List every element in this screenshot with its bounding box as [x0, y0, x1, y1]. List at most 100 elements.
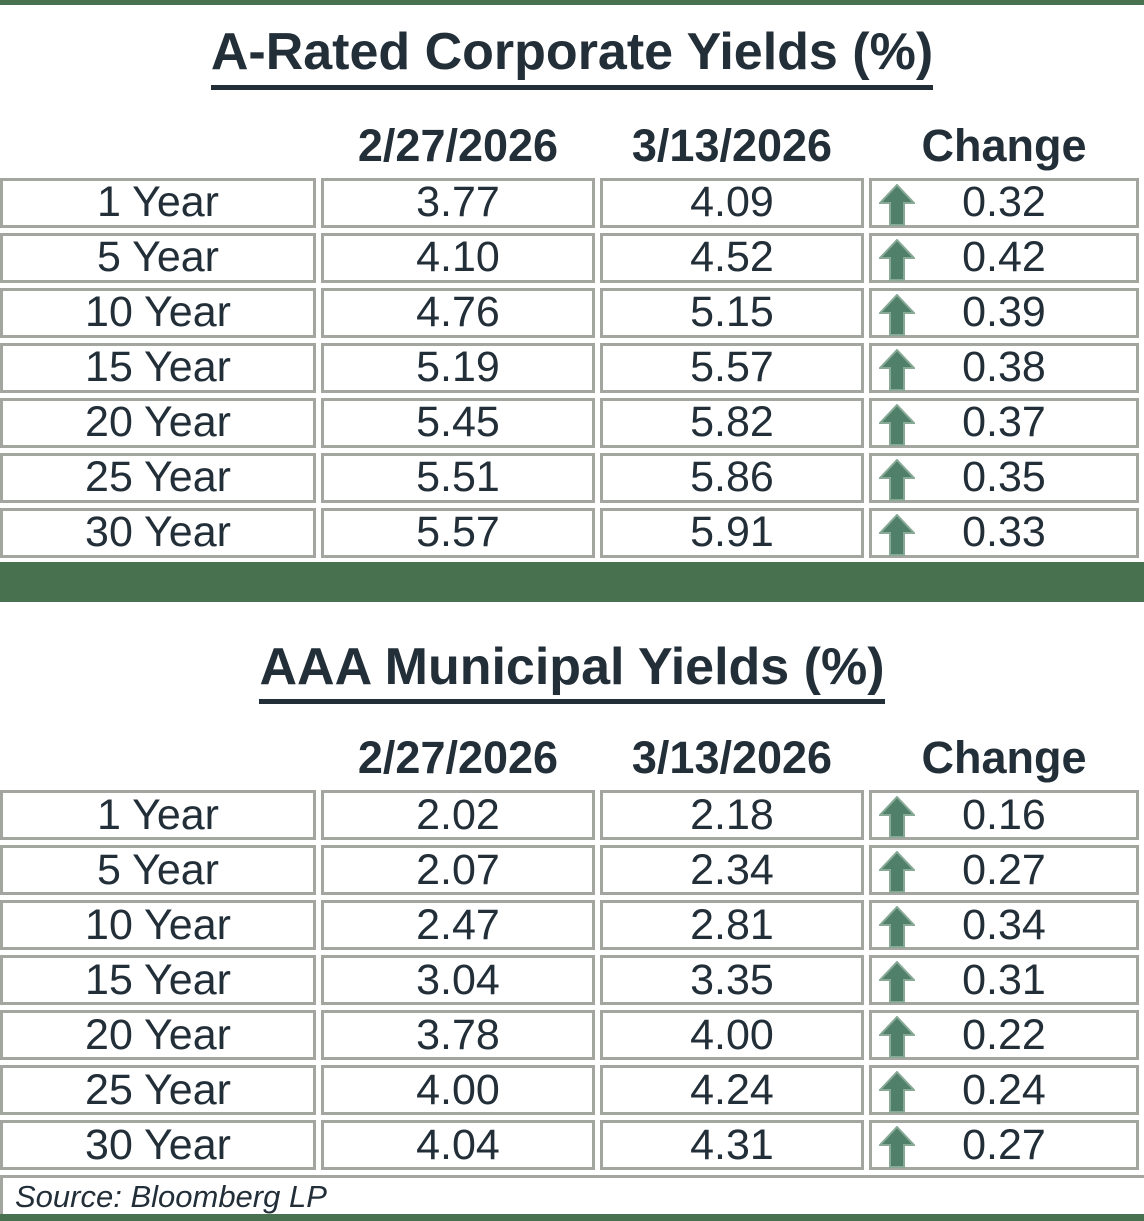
column-headers: 2/27/2026 3/13/2026 Change — [0, 732, 1139, 784]
yield-curr: 5.91 — [600, 507, 864, 558]
change-value: 0.31 — [962, 955, 1046, 1004]
table-title-text: AAA Municipal Yields (%) — [259, 639, 885, 705]
yield-curr: 5.82 — [600, 397, 864, 448]
change-cell: 0.34 — [869, 900, 1139, 951]
change-cell: 0.42 — [869, 232, 1139, 283]
change-value: 0.38 — [962, 343, 1046, 392]
table-title: A-Rated Corporate Yields (%) — [0, 25, 1144, 90]
change-cell: 0.37 — [869, 397, 1139, 448]
maturity-label: 10 Year — [0, 900, 316, 951]
table-title: AAA Municipal Yields (%) — [0, 639, 1144, 705]
up-arrow-icon — [879, 348, 915, 391]
change-cell: 0.24 — [869, 1065, 1139, 1116]
change-cell: 0.32 — [869, 177, 1139, 228]
yield-curr: 3.35 — [600, 955, 864, 1006]
change-value: 0.24 — [962, 1065, 1046, 1114]
change-cell: 0.27 — [869, 1120, 1139, 1171]
maturity-label: 15 Year — [0, 955, 316, 1006]
yield-prev: 4.10 — [321, 232, 595, 283]
bottom-accent-bar — [0, 1214, 1144, 1221]
change-value: 0.34 — [962, 900, 1046, 949]
section-divider-bar — [0, 561, 1144, 602]
change-cell: 0.31 — [869, 955, 1139, 1006]
yield-curr: 4.52 — [600, 232, 864, 283]
change-value: 0.27 — [962, 1120, 1046, 1169]
yield-prev: 5.19 — [321, 342, 595, 393]
top-accent-bar — [0, 0, 1144, 5]
header-date-prev: 2/27/2026 — [357, 119, 559, 171]
up-arrow-icon — [879, 183, 915, 226]
yield-prev: 2.02 — [321, 790, 595, 841]
column-headers: 2/27/2026 3/13/2026 Change — [0, 120, 1139, 172]
change-value: 0.35 — [962, 453, 1046, 502]
yield-prev: 4.04 — [321, 1120, 595, 1171]
maturity-label: 25 Year — [0, 452, 316, 503]
yield-prev: 3.78 — [321, 1010, 595, 1061]
change-cell: 0.22 — [869, 1010, 1139, 1061]
up-arrow-icon — [879, 513, 915, 556]
yield-curr: 4.31 — [600, 1120, 864, 1171]
maturity-label: 10 Year — [0, 287, 316, 338]
change-cell: 0.39 — [869, 287, 1139, 338]
yield-prev: 5.57 — [321, 507, 595, 558]
change-value: 0.22 — [962, 1010, 1046, 1059]
yield-curr: 5.15 — [600, 287, 864, 338]
header-date-prev: 2/27/2026 — [357, 732, 559, 784]
yield-curr: 5.57 — [600, 342, 864, 393]
header-change: Change — [921, 119, 1087, 171]
yield-prev: 3.04 — [321, 955, 595, 1006]
up-arrow-icon — [879, 1016, 915, 1059]
yield-prev: 2.47 — [321, 900, 595, 951]
change-cell: 0.35 — [869, 452, 1139, 503]
yield-curr: 4.00 — [600, 1010, 864, 1061]
yield-curr: 5.86 — [600, 452, 864, 503]
up-arrow-icon — [879, 238, 915, 281]
yield-curr: 2.34 — [600, 845, 864, 896]
up-arrow-icon — [879, 1071, 915, 1114]
change-value: 0.33 — [962, 508, 1046, 557]
yield-prev: 2.07 — [321, 845, 595, 896]
change-value: 0.37 — [962, 398, 1046, 447]
yield-prev: 5.51 — [321, 452, 595, 503]
maturity-label: 5 Year — [0, 845, 316, 896]
up-arrow-icon — [879, 293, 915, 336]
table-body: 1 Year 2.02 2.18 0.16 5 Year 2.07 2.34 0… — [0, 790, 1139, 1171]
yield-prev: 3.77 — [321, 177, 595, 228]
maturity-label: 1 Year — [0, 790, 316, 841]
maturity-label: 20 Year — [0, 1010, 316, 1061]
yield-prev: 5.45 — [321, 397, 595, 448]
change-value: 0.42 — [962, 233, 1046, 282]
maturity-label: 20 Year — [0, 397, 316, 448]
change-cell: 0.33 — [869, 507, 1139, 558]
change-cell: 0.38 — [869, 342, 1139, 393]
municipal-yields-table: AAA Municipal Yields (%) 2/27/2026 3/13/… — [0, 639, 1144, 1220]
change-value: 0.39 — [962, 288, 1046, 337]
maturity-label: 15 Year — [0, 342, 316, 393]
yield-curr: 4.09 — [600, 177, 864, 228]
up-arrow-icon — [879, 851, 915, 894]
change-value: 0.16 — [962, 790, 1046, 839]
up-arrow-icon — [879, 458, 915, 501]
source-note: Source: Bloomberg LP — [0, 1175, 1144, 1220]
maturity-label: 1 Year — [0, 177, 316, 228]
header-change: Change — [921, 732, 1087, 784]
yield-prev: 4.00 — [321, 1065, 595, 1116]
corporate-yields-table: A-Rated Corporate Yields (%) 2/27/2026 3… — [0, 25, 1144, 558]
change-value: 0.32 — [962, 178, 1046, 227]
maturity-label: 25 Year — [0, 1065, 316, 1116]
table-body: 1 Year 3.77 4.09 0.32 5 Year 4.10 4.52 0… — [0, 177, 1139, 558]
header-spacer — [0, 732, 316, 784]
header-spacer — [0, 120, 316, 172]
yield-curr: 4.24 — [600, 1065, 864, 1116]
change-cell: 0.27 — [869, 845, 1139, 896]
up-arrow-icon — [879, 1126, 915, 1169]
yield-curr: 2.18 — [600, 790, 864, 841]
up-arrow-icon — [879, 403, 915, 446]
change-cell: 0.16 — [869, 790, 1139, 841]
up-arrow-icon — [879, 796, 915, 839]
maturity-label: 30 Year — [0, 507, 316, 558]
up-arrow-icon — [879, 906, 915, 949]
maturity-label: 30 Year — [0, 1120, 316, 1171]
yield-prev: 4.76 — [321, 287, 595, 338]
header-date-curr: 3/13/2026 — [631, 119, 833, 171]
